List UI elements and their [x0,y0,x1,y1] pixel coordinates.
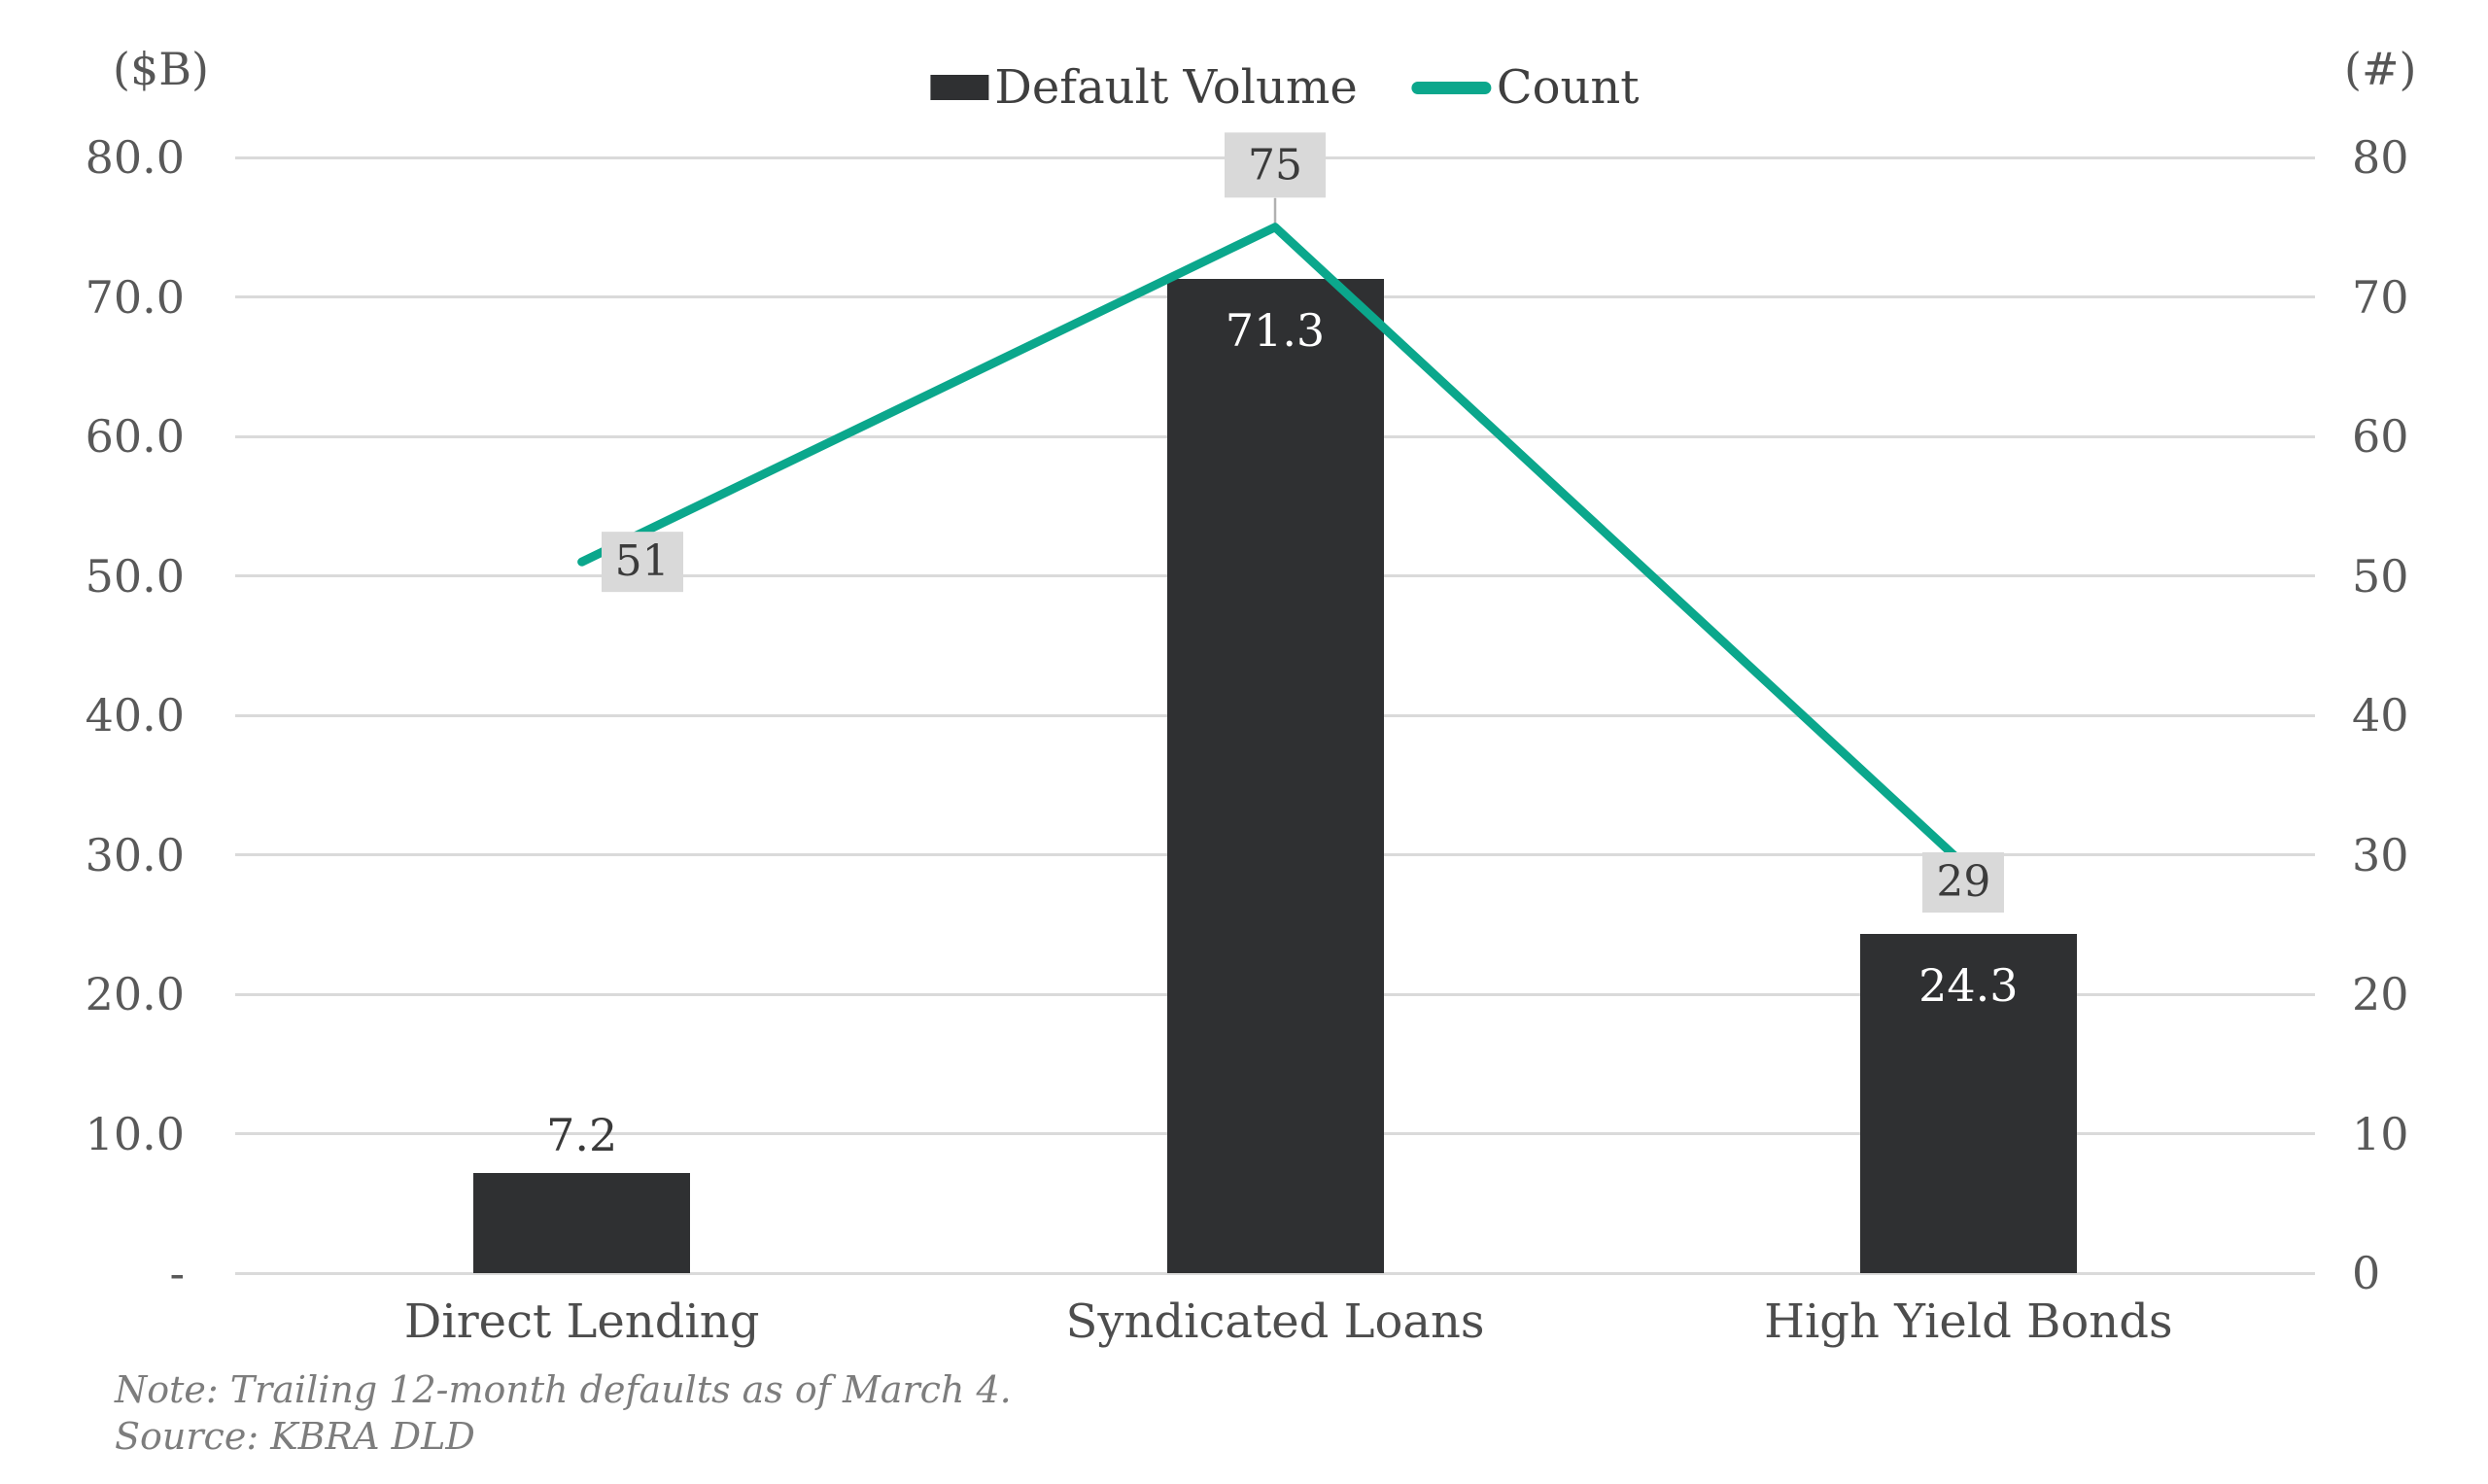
left-axis-tick-label: - [169,1247,185,1299]
right-axis-tick-label: 20 [2352,968,2409,1020]
right-axis-unit-label: (#) [2344,43,2417,95]
legend-item-default-volume: Default Volume [930,60,1358,115]
category-label: Direct Lending [403,1294,760,1349]
count-data-label: 51 [601,532,683,592]
legend-label-default-volume: Default Volume [994,60,1358,115]
right-axis-tick-label: 80 [2352,131,2409,184]
right-axis-tick-label: 70 [2352,270,2409,324]
left-axis-tick-label: 30.0 [85,828,185,881]
chart-legend: Default Volume Count [930,60,1640,115]
bar-default-volume [1859,934,2077,1273]
left-axis-tick-label: 50.0 [85,549,185,603]
count-line-path [577,223,1973,874]
count-data-label: 29 [1922,851,2005,913]
left-axis-tick-label: 40.0 [85,689,185,742]
chart-source: Source: KBRA DLD [115,1415,475,1458]
right-axis-tick-label: 50 [2352,549,2409,603]
right-axis-tick-label: 40 [2352,689,2409,742]
chart-note: Note: Trailing 12-month defaults as of M… [115,1368,1012,1411]
left-axis-tick-label: 80.0 [85,131,185,184]
bar-data-label: 24.3 [1918,959,2019,1013]
category-label: Syndicated Loans [1065,1294,1485,1349]
left-axis-tick-label: 70.0 [85,270,185,324]
legend-label-count: Count [1496,60,1640,115]
left-axis-tick-label: 10.0 [85,1107,185,1160]
bar-default-volume [1166,278,1384,1273]
left-axis-tick-label: 20.0 [85,968,185,1020]
right-axis-tick-label: 10 [2352,1107,2409,1160]
bar-default-volume [473,1172,691,1273]
legend-item-count: Count [1411,60,1640,115]
right-axis-tick-label: 0 [2352,1247,2381,1299]
right-axis-tick-label: 60 [2352,410,2409,463]
left-axis-tick-label: 60.0 [85,410,185,463]
right-axis-tick-label: 30 [2352,828,2409,881]
left-axis-unit-label: ($B) [113,43,209,95]
bar-data-label: 7.2 [546,1108,618,1161]
gridline [235,1271,2315,1275]
bar-data-label: 71.3 [1225,303,1326,357]
count-data-label: 75 [1225,132,1326,198]
category-label: High Yield Bonds [1764,1294,2173,1349]
default-volume-swatch-icon [930,75,989,100]
count-line-swatch-icon [1411,81,1492,94]
